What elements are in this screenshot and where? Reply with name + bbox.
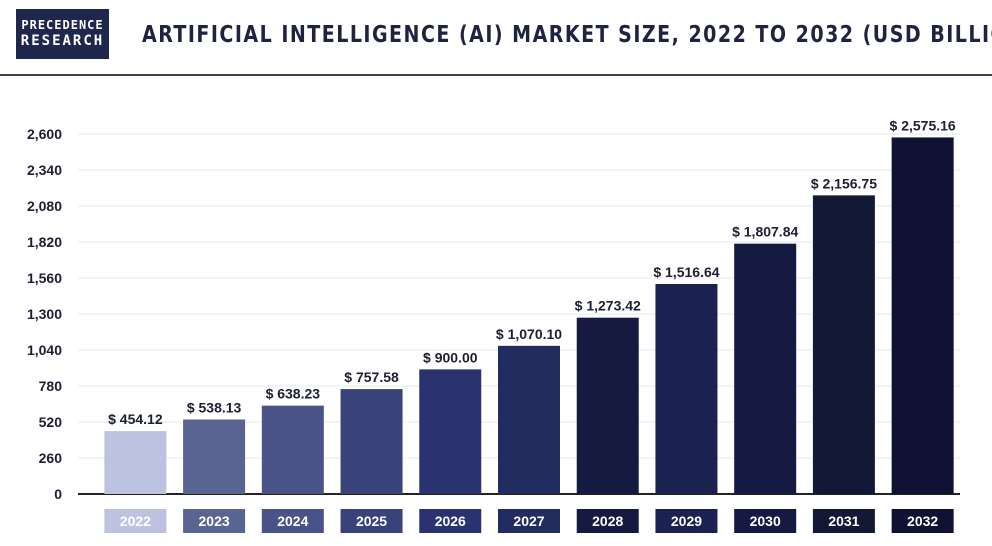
y-tick-label: 780 [39, 378, 63, 394]
category-box [891, 509, 954, 533]
data-label: $ 757.58 [344, 369, 399, 385]
logo-line2: RESEARCH [20, 33, 105, 49]
y-tick-label: 2,340 [27, 162, 62, 178]
logo-line1: PRECEDENCE [21, 18, 104, 32]
x-tick-label: 2029 [671, 513, 702, 529]
data-label: $ 1,516.64 [653, 264, 719, 280]
data-label: $ 1,273.42 [575, 298, 641, 314]
category-box [498, 509, 560, 533]
y-tick-label: 1,040 [27, 342, 62, 358]
category-box [183, 509, 246, 533]
data-label: $ 638.23 [266, 386, 321, 402]
y-tick-label: 2,600 [27, 126, 62, 142]
x-tick-label: 2022 [120, 513, 151, 529]
bar [734, 243, 797, 494]
bar [340, 389, 403, 494]
chart-header: PRECEDENCE RESEARCH ARTIFICIAL INTELLIGE… [0, 0, 992, 76]
bar [419, 369, 482, 494]
bar [812, 195, 875, 494]
data-label: $ 2,156.75 [811, 175, 877, 191]
bar [261, 405, 324, 494]
bar [655, 284, 718, 494]
category-box [812, 509, 875, 533]
y-tick-label: 1,560 [27, 270, 62, 286]
bar [104, 431, 167, 494]
x-tick-label: 2026 [435, 513, 466, 529]
category-box [261, 509, 324, 533]
y-tick-label: 2,080 [27, 198, 62, 214]
category-box [419, 509, 482, 533]
y-tick-label: 520 [39, 414, 63, 430]
precedence-research-logo: PRECEDENCE RESEARCH [16, 9, 109, 59]
x-tick-label: 2030 [750, 513, 781, 529]
data-label: $ 1,807.84 [732, 224, 798, 240]
data-label: $ 1,070.10 [496, 326, 562, 342]
y-tick-label: 1,820 [27, 234, 62, 250]
category-box [734, 509, 797, 533]
bar-chart: 0 260 520 780 1,040 1,300 1,560 1,820 2,080 2,340… [27, 117, 960, 533]
x-tick-label: 2025 [356, 513, 387, 529]
x-tick-label: 2023 [199, 513, 230, 529]
y-tick-label: 260 [39, 450, 63, 466]
data-label: $ 538.13 [187, 399, 242, 415]
category-box [576, 509, 639, 533]
x-tick-label: 2024 [277, 513, 308, 529]
category-box [655, 509, 718, 533]
x-tick-label: 2031 [828, 513, 859, 529]
category-box [340, 509, 403, 533]
chart-title: ARTIFICIAL INTELLIGENCE (AI) MARKET SIZE… [142, 22, 992, 48]
y-tick-label: 0 [54, 486, 62, 502]
x-tick-label: 2028 [592, 513, 623, 529]
bar [183, 419, 246, 494]
data-label: $ 900.00 [423, 349, 478, 365]
category-box [104, 509, 167, 533]
bar [576, 317, 639, 494]
bar [498, 345, 560, 494]
bar [891, 137, 954, 494]
y-tick-label: 1,300 [27, 306, 62, 322]
data-label: $ 454.12 [108, 411, 163, 427]
x-tick-label: 2032 [907, 513, 938, 529]
x-tick-label: 2027 [513, 513, 544, 529]
data-label: $ 2,575.16 [890, 117, 956, 133]
